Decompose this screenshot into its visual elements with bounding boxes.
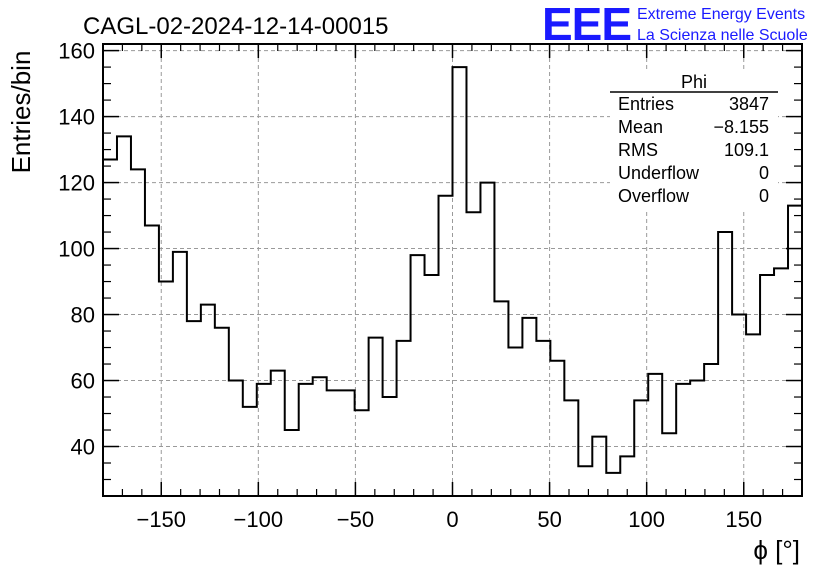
stats-value-underflow: 0 xyxy=(759,163,769,183)
stats-label-overflow: Overflow xyxy=(618,186,690,206)
y-tick-label: 80 xyxy=(71,303,95,328)
stats-box-title: Phi xyxy=(681,72,707,92)
stats-label-entries: Entries xyxy=(618,94,674,114)
y-tick-label: 160 xyxy=(58,39,95,64)
x-tick-label: −50 xyxy=(337,507,374,532)
y-tick-label: 40 xyxy=(71,435,95,460)
stats-label-underflow: Underflow xyxy=(618,163,700,183)
tick-labels: −150 −100 −50 0 50 100 150 40 60 80 100 120 140 160 xyxy=(58,39,762,532)
x-tick-label: 100 xyxy=(628,507,665,532)
axis-ticks xyxy=(103,44,802,496)
histogram-series xyxy=(103,66,802,474)
chart-title: CAGL-02-2024-12-14-00015 xyxy=(83,13,389,40)
stats-value-rms: 109.1 xyxy=(724,140,769,160)
y-tick-label: 100 xyxy=(58,237,95,262)
x-tick-label: −150 xyxy=(136,507,186,532)
eee-logo-mark: EEE xyxy=(542,0,631,50)
eee-logo-line1: Extreme Energy Events xyxy=(637,6,805,23)
stats-value-entries: 3847 xyxy=(729,94,769,114)
eee-logo: EEE Extreme Energy Events La Scienza nel… xyxy=(542,0,808,50)
x-tick-label: 0 xyxy=(446,507,458,532)
stats-box-background xyxy=(610,72,778,212)
x-tick-label: 50 xyxy=(537,507,561,532)
y-axis-title: Entries/bin xyxy=(6,51,36,174)
stats-label-mean: Mean xyxy=(618,117,663,137)
y-tick-label: 60 xyxy=(71,369,95,394)
x-tick-label: 150 xyxy=(725,507,762,532)
x-tick-label: −100 xyxy=(234,507,284,532)
stats-value-overflow: 0 xyxy=(759,186,769,206)
eee-logo-line2: La Scienza nelle Scuole xyxy=(637,27,808,44)
stats-box: Phi Entries 3847 Mean −8.155 RMS 109.1 U… xyxy=(610,72,778,212)
stats-label-rms: RMS xyxy=(618,140,658,160)
y-tick-label: 120 xyxy=(58,171,95,196)
y-tick-label: 140 xyxy=(58,105,95,130)
stats-value-mean: −8.155 xyxy=(713,117,769,137)
x-axis-title: ϕ [°] xyxy=(753,535,800,565)
